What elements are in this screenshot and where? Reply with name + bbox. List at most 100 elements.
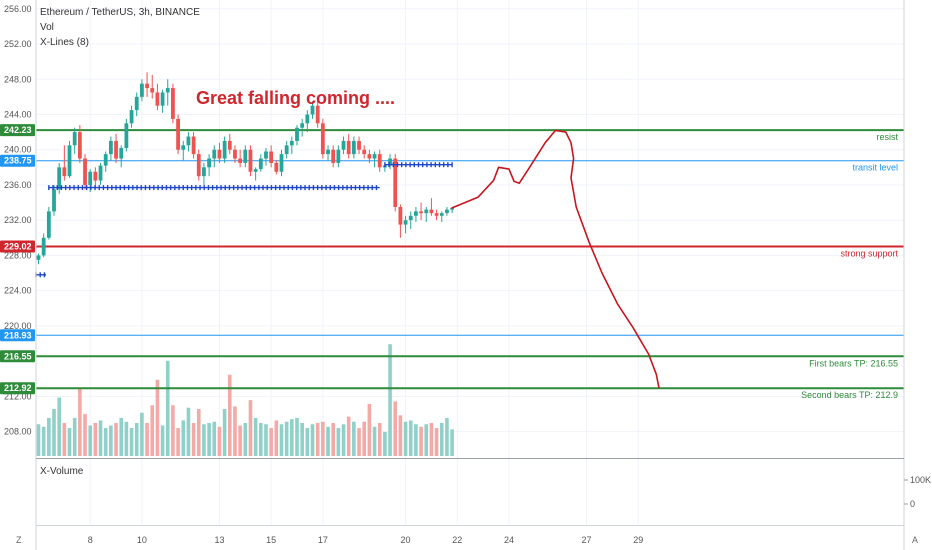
time-tick-label: 24 — [504, 535, 514, 545]
candle-body — [52, 189, 56, 212]
price-badge-text: 216.55 — [4, 351, 32, 361]
price-badge — [0, 154, 35, 167]
level-label: transit level — [852, 163, 898, 173]
candle-body — [403, 220, 408, 225]
volume-bar — [93, 422, 98, 456]
candle-body — [77, 132, 82, 159]
candle-body — [176, 118, 180, 150]
candle-body — [46, 211, 51, 238]
candle-body — [191, 136, 196, 155]
candle-body — [134, 96, 139, 111]
candle-body — [57, 167, 62, 190]
volume-bar — [124, 421, 129, 456]
time-tick-label: 13 — [214, 535, 224, 545]
time-tick-label: 17 — [318, 535, 328, 545]
volume-bar — [310, 424, 315, 456]
price-tick-label: 232.00 — [4, 215, 32, 225]
volume-bar — [129, 428, 134, 456]
price-tick-label: 212.00 — [4, 391, 32, 401]
volume-bar — [181, 420, 186, 456]
volume-bar — [269, 428, 273, 456]
price-pane[interactable] — [36, 0, 904, 458]
volume-pane-label[interactable]: X-Volume — [40, 466, 84, 477]
auto-scale-button[interactable]: A — [912, 535, 918, 545]
candle-body — [72, 132, 77, 146]
candle-body — [186, 136, 191, 146]
candle-body — [88, 171, 93, 185]
volume-bar — [222, 409, 227, 456]
volume-bar — [98, 420, 103, 456]
volume-bar — [196, 409, 201, 456]
volume-bar — [36, 424, 41, 456]
candle-body — [233, 149, 237, 159]
volume-bar — [284, 421, 289, 456]
volume-bar — [295, 417, 299, 456]
candle-body — [362, 149, 367, 155]
candle-body — [41, 237, 46, 256]
volume-bar — [429, 422, 434, 456]
time-tick-label: 20 — [401, 535, 411, 545]
price-axis[interactable]: 256.00 252.00 248.00 244.00 240.00 236.00 232.… — [4, 4, 32, 437]
volume-bar — [341, 424, 346, 456]
candle-body — [320, 123, 325, 155]
level-label: First bears TP: 216.55 — [809, 358, 898, 368]
candle-body — [284, 145, 289, 155]
candle-body — [217, 149, 222, 159]
candle-body — [222, 140, 227, 159]
volume-bar — [186, 407, 191, 456]
price-tick-label: 252.00 — [4, 39, 32, 49]
candle-body — [388, 158, 392, 166]
price-badge-text: 212.92 — [4, 383, 32, 393]
zoom-button[interactable]: Z — [16, 535, 22, 545]
time-axis[interactable]: 8 10 13 15 17 20 22 24 27 29 — [88, 535, 644, 545]
price-tick-label: 220.00 — [4, 321, 32, 331]
candle-body — [108, 140, 113, 155]
price-tick-label: 256.00 — [4, 4, 32, 14]
price-badge-text: 238.75 — [4, 156, 32, 166]
projection-drawing — [451, 129, 660, 389]
volume-bar — [88, 425, 92, 456]
candle-body — [227, 140, 232, 150]
price-badge — [0, 382, 35, 395]
candle-body — [372, 154, 377, 159]
volume-bar — [408, 420, 413, 456]
candle-body — [279, 154, 284, 172]
volume-bar — [119, 417, 124, 456]
volume-bar — [326, 426, 330, 456]
volume-bar — [362, 421, 367, 456]
volume-bar — [155, 379, 160, 456]
time-tick-label: 29 — [633, 535, 643, 545]
candle-body — [269, 151, 274, 163]
legend-xlines[interactable]: X-Lines (8) — [40, 37, 89, 48]
candle-body — [119, 147, 124, 159]
volume-bar — [398, 415, 403, 456]
price-badge-text: 229.02 — [4, 241, 32, 251]
candle-body — [83, 158, 87, 185]
volume-bar — [305, 428, 310, 456]
volume-bar — [377, 422, 382, 456]
candle-body — [140, 83, 144, 97]
candle-body — [367, 154, 372, 159]
volume-bar — [114, 422, 118, 456]
volume-bar — [217, 426, 222, 456]
volume-pane[interactable] — [36, 459, 904, 525]
price-tick-label: 240.00 — [4, 145, 32, 155]
volume-bar — [207, 422, 211, 456]
legend-vol[interactable]: Vol — [40, 22, 54, 33]
volume-bar — [72, 417, 77, 456]
volume-bar — [109, 425, 113, 456]
candle-body — [181, 145, 186, 150]
volume-bar — [315, 422, 320, 456]
candle-body — [398, 206, 403, 225]
volume-bar — [367, 403, 372, 456]
candle-body — [93, 171, 98, 181]
price-badge-text: 218.93 — [4, 330, 32, 340]
volume-bar — [403, 421, 408, 456]
volume-bar — [290, 419, 294, 456]
candle-body — [346, 140, 351, 155]
volume-bar — [450, 429, 454, 456]
legend-symbol[interactable]: Ethereum / TetherUS, 3h, BINANCE — [40, 7, 200, 18]
candle-body — [114, 140, 118, 159]
candle-body — [238, 158, 243, 163]
